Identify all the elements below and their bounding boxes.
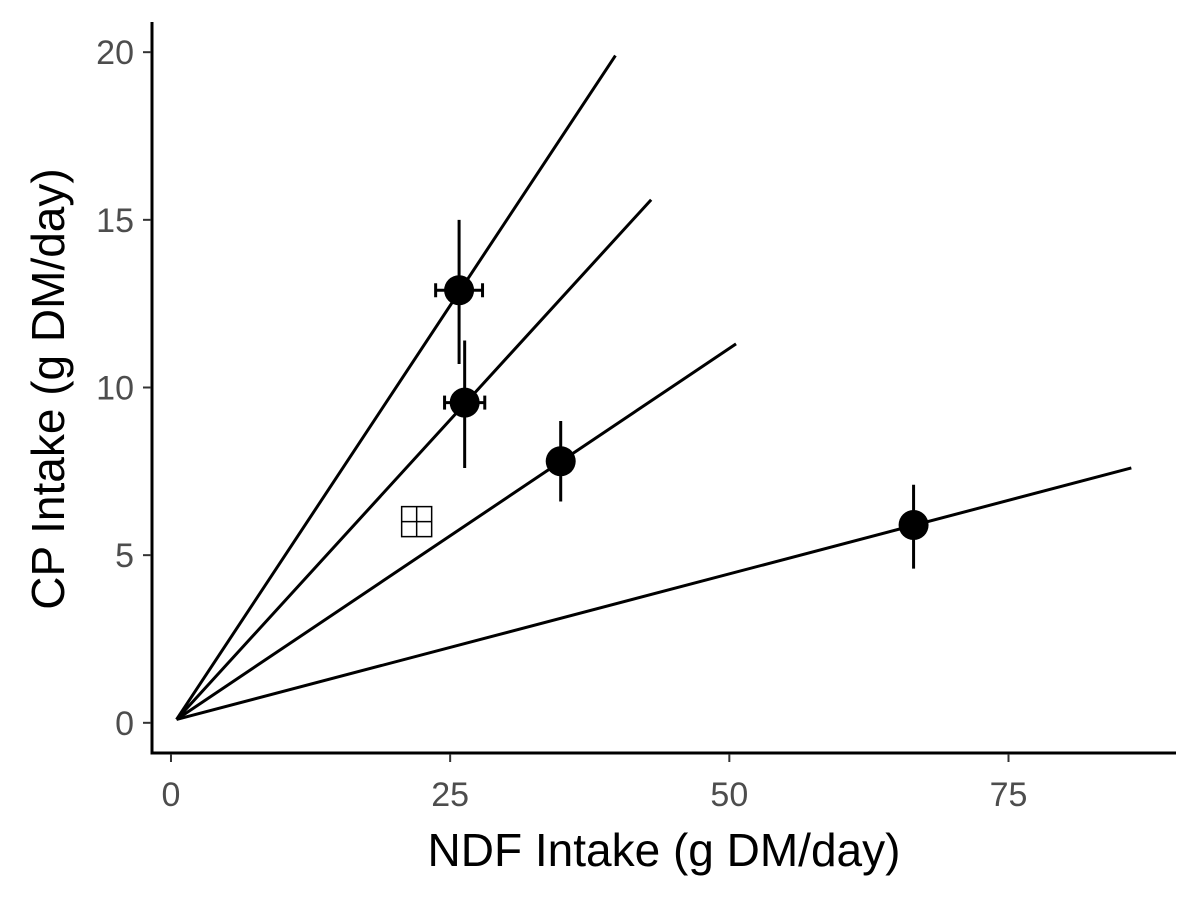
point-marker xyxy=(545,446,576,477)
y-tick-label: 20 xyxy=(96,34,134,72)
y-tick-label: 15 xyxy=(96,202,134,240)
x-tick-label: 0 xyxy=(162,776,181,814)
point-marker xyxy=(898,509,929,540)
reference-line-3 xyxy=(175,342,737,721)
data-point-3 xyxy=(545,421,576,502)
data-points xyxy=(400,219,929,569)
reference-line-2 xyxy=(175,198,653,721)
y-axis-title: CP Intake (g DM/day) xyxy=(22,168,74,609)
data-point-2 xyxy=(443,340,487,468)
point-marker xyxy=(444,275,475,306)
y-tick-label: 0 xyxy=(115,705,134,743)
reference-line-1 xyxy=(175,54,617,721)
y-tick-label: 10 xyxy=(96,370,134,408)
data-point-1 xyxy=(434,219,485,365)
reference-line-4 xyxy=(176,466,1132,721)
point-marker xyxy=(449,387,480,418)
open-square-marker xyxy=(400,505,433,538)
data-point-4 xyxy=(898,484,929,569)
reference-lines xyxy=(175,54,1132,721)
y-tick-label: 5 xyxy=(115,537,134,575)
ticks: 0 25 50 75 0 5 10 15 20 xyxy=(96,34,1027,814)
x-tick-label: 25 xyxy=(431,776,469,814)
x-tick-label: 50 xyxy=(710,776,748,814)
axes xyxy=(150,22,1176,755)
x-tick-label: 75 xyxy=(990,776,1028,814)
x-axis-title: NDF Intake (g DM/day) xyxy=(428,824,901,876)
